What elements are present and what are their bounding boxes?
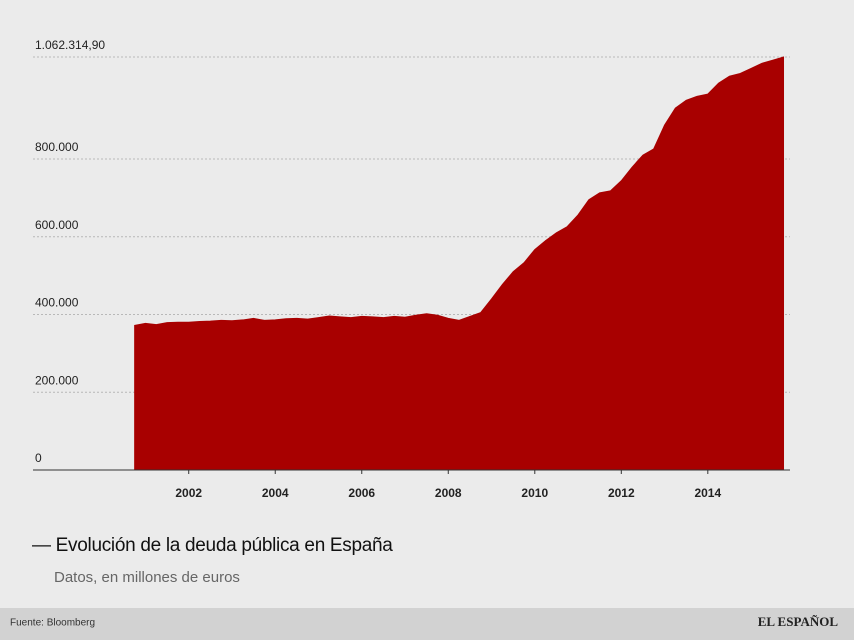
y-tick-label: 800.000	[35, 140, 79, 154]
y-tick-label: 600.000	[35, 218, 79, 232]
x-tick-label: 2004	[262, 486, 289, 500]
y-tick-label: 400.000	[35, 296, 79, 310]
x-tick-label: 2008	[435, 486, 462, 500]
plot: 0 200.000 400.000 600.000 800.000 1.062.314,9…	[33, 38, 790, 500]
x-tick-label: 2002	[175, 486, 202, 500]
y-tick-label: 200.000	[35, 373, 79, 387]
x-tick-label: 2014	[694, 486, 721, 500]
footer-bar	[0, 608, 854, 640]
x-tick-label: 2006	[348, 486, 375, 500]
y-tick-label: 0	[35, 451, 42, 465]
chart-subtitle: Datos, en millones de euros	[54, 569, 240, 586]
area	[134, 56, 785, 471]
chart-title: — Evolución de la deuda pública en Españ…	[32, 535, 393, 556]
source: Fuente: Bloomberg	[10, 618, 95, 629]
x-tick-label: 2010	[521, 486, 548, 500]
y-tick-label: 1.062.314,90	[35, 38, 105, 52]
brand: EL ESPAÑOL	[758, 614, 839, 629]
x-tick-label: 2012	[608, 486, 635, 500]
